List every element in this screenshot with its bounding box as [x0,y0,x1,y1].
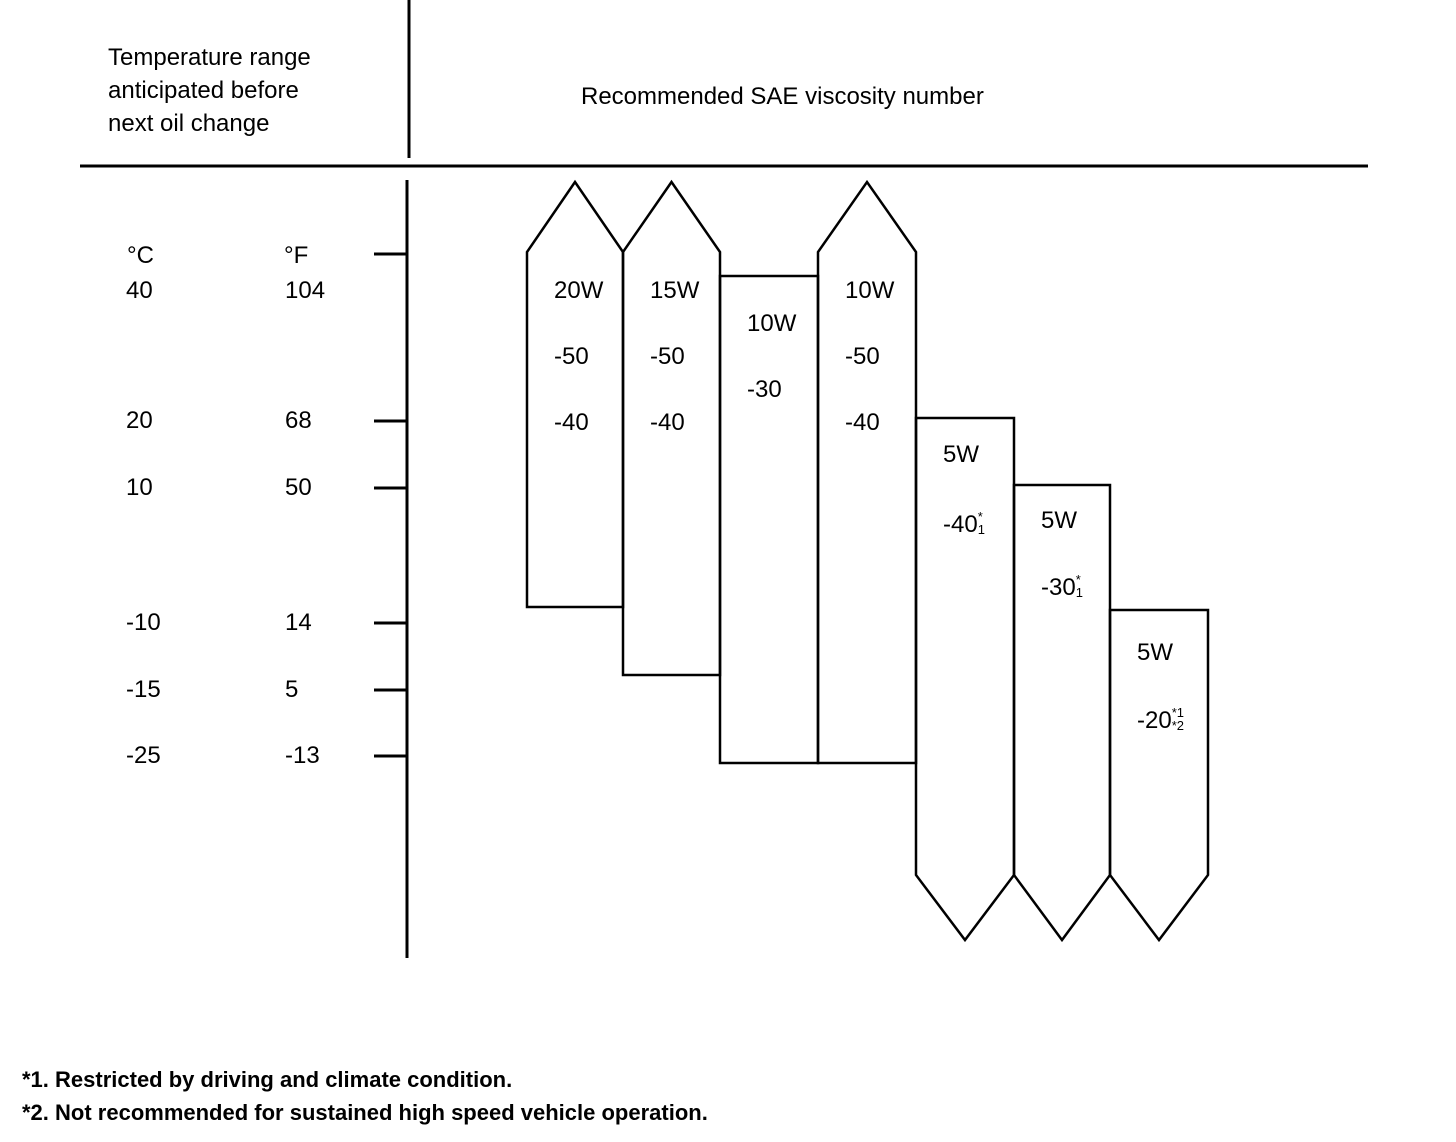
note-mark: * [1075,572,1081,587]
grade-value: -30 [747,376,782,403]
fahrenheit-label: 50 [285,474,312,501]
grade-w-label: 10W [845,277,895,304]
grade-number: -50 [845,340,880,373]
grade-shape [621,179,722,677]
footnote-marker: * 1 [1075,571,1092,599]
celsius-unit: °C [127,242,154,269]
grade-number: -40 [650,406,685,439]
grade-value: -40 [845,409,880,436]
celsius-label: 20 [126,407,153,434]
temperature-heading: Temperature range anticipated before nex… [108,41,311,140]
footnote-marker: * 1 [977,508,994,536]
heading-line: anticipated before [108,77,299,104]
grade-shape [718,274,820,765]
heading-line: next oil change [108,110,270,137]
celsius-label: -10 [126,609,161,636]
celsius-label: 10 [126,474,153,501]
grade-value: -40 [943,511,978,538]
grade-shape [1012,483,1112,943]
footnote-2: *2. Not recommended for sustained high s… [22,1100,708,1125]
grade-number: -40 [554,406,589,439]
grade-value: -50 [845,343,880,370]
grade-w-label: 5W [1137,639,1173,666]
grade-w-label: 20W [554,277,604,304]
grade-number: -50 [554,340,589,373]
fahrenheit-label: 68 [285,407,312,434]
fahrenheit-label: 14 [285,609,312,636]
footnote-1: *1. Restricted by driving and climate co… [22,1067,513,1092]
grade-number: -30 * 1 [1041,571,1092,604]
note-mark: *1 [1171,705,1184,720]
grade-value: -30 [1041,574,1076,601]
fahrenheit-label: -13 [285,742,320,769]
celsius-label: -15 [126,676,161,703]
note-sub: *2 [1171,718,1184,733]
note-sub: 1 [1075,585,1083,600]
grade-w-label: 5W [943,441,979,468]
grade-w-label: 10W [747,310,797,337]
note-mark: * [977,509,983,524]
grade-w-label: 15W [650,277,700,304]
grade-shape [816,179,918,765]
heading-line: Temperature range [108,44,311,71]
celsius-label: 40 [126,277,153,304]
footnote-marker: *1 *2 [1171,704,1188,732]
grade-value: -50 [554,343,589,370]
grade-number: -40 [845,406,880,439]
fahrenheit-label: 5 [285,676,299,703]
grade-value: -40 [650,409,685,436]
grade-number: -20 *1 *2 [1137,704,1188,737]
grade-number: -40 * 1 [943,508,994,541]
grade-value: -40 [554,409,589,436]
fahrenheit-unit: °F [284,242,309,269]
grade-w-label: 5W [1041,507,1077,534]
grade-number: -50 [650,340,685,373]
grade-shape [525,179,625,609]
grade-number: -30 [747,373,782,406]
note-sub: 1 [977,522,985,537]
viscosity-heading: Recommended SAE viscosity number [581,83,984,110]
grade-shape [914,416,1016,943]
grade-shape [1108,608,1210,943]
celsius-label: -25 [126,742,161,769]
grade-value: -50 [650,343,685,370]
fahrenheit-label: 104 [285,277,326,304]
grade-value: -20 [1137,707,1172,734]
